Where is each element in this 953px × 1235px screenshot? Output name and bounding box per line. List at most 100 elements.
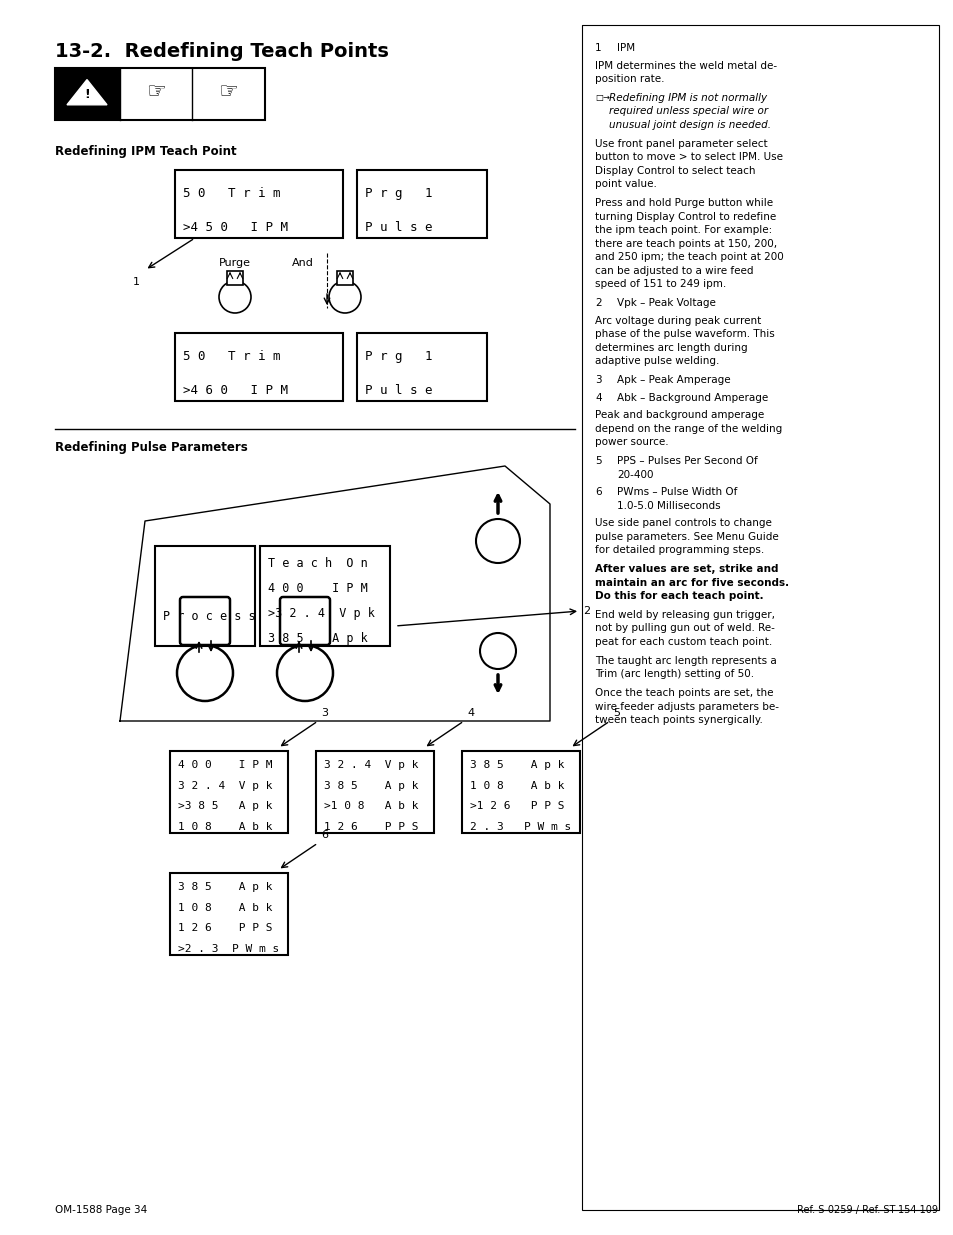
Text: Trim (arc length) setting of 50.: Trim (arc length) setting of 50. (595, 669, 753, 679)
Text: IPM determines the weld metal de-: IPM determines the weld metal de- (595, 61, 777, 70)
Text: Purge: Purge (219, 258, 251, 268)
Text: Press and hold Purge button while: Press and hold Purge button while (595, 199, 772, 209)
Text: position rate.: position rate. (595, 74, 664, 84)
Text: 1 2 6    P P S: 1 2 6 P P S (178, 924, 273, 934)
Text: 1: 1 (595, 43, 601, 53)
Text: PPS – Pulses Per Second Of: PPS – Pulses Per Second Of (617, 456, 757, 466)
Text: Vpk – Peak Voltage: Vpk – Peak Voltage (617, 298, 715, 309)
Text: P r g   1: P r g 1 (365, 351, 432, 363)
Text: >1 0 8   A b k: >1 0 8 A b k (324, 802, 418, 811)
Text: required unless special wire or: required unless special wire or (608, 106, 767, 116)
Text: point value.: point value. (595, 179, 657, 189)
Bar (174, 170, 343, 238)
Text: Use side panel controls to change: Use side panel controls to change (595, 519, 771, 529)
Bar (315, 751, 434, 832)
Polygon shape (67, 79, 107, 105)
Text: T e a c h  O n: T e a c h O n (268, 557, 367, 571)
Bar (170, 873, 288, 955)
Text: >4 6 0   I P M: >4 6 0 I P M (183, 384, 288, 398)
Text: P r g   1: P r g 1 (365, 188, 432, 200)
Text: >4 5 0   I P M: >4 5 0 I P M (183, 221, 288, 235)
Text: ☞: ☞ (146, 82, 166, 103)
Text: 1 0 8    A b k: 1 0 8 A b k (178, 821, 273, 832)
Text: 2 . 3   P W m s: 2 . 3 P W m s (470, 821, 571, 832)
Text: phase of the pulse waveform. This: phase of the pulse waveform. This (595, 330, 774, 340)
Text: 4 0 0    I P M: 4 0 0 I P M (268, 582, 367, 595)
Text: turning Display Control to redefine: turning Display Control to redefine (595, 211, 776, 222)
Text: OM-1588 Page 34: OM-1588 Page 34 (55, 1205, 147, 1215)
Text: 5 0   T r i m: 5 0 T r i m (183, 351, 280, 363)
Text: wire feeder adjusts parameters be-: wire feeder adjusts parameters be- (595, 701, 779, 711)
Text: 3 2 . 4  V p k: 3 2 . 4 V p k (324, 761, 418, 771)
Bar (154, 546, 254, 646)
Text: Use front panel parameter select: Use front panel parameter select (595, 138, 767, 149)
Text: End weld by releasing gun trigger,: End weld by releasing gun trigger, (595, 610, 774, 620)
Text: 20-400: 20-400 (617, 469, 653, 479)
Text: 3: 3 (595, 375, 601, 385)
Text: Peak and background amperage: Peak and background amperage (595, 410, 763, 420)
Bar (581, 25, 938, 1210)
Bar (356, 333, 486, 401)
Text: Redefining IPM Teach Point: Redefining IPM Teach Point (55, 144, 236, 158)
Text: 6: 6 (320, 830, 328, 840)
Text: Redefining IPM is not normally: Redefining IPM is not normally (608, 93, 766, 103)
Text: speed of 151 to 249 ipm.: speed of 151 to 249 ipm. (595, 279, 725, 289)
Text: 3: 3 (320, 708, 328, 718)
Text: □→: □→ (595, 93, 609, 103)
Text: And: And (292, 258, 314, 268)
Bar (336, 270, 353, 285)
Text: can be adjusted to a wire feed: can be adjusted to a wire feed (595, 266, 753, 275)
Text: 1 0 8    A b k: 1 0 8 A b k (178, 903, 273, 913)
Text: for detailed programming steps.: for detailed programming steps. (595, 545, 763, 556)
Text: 4: 4 (467, 708, 474, 718)
Text: Do this for each teach point.: Do this for each teach point. (595, 592, 762, 601)
Text: pulse parameters. See Menu Guide: pulse parameters. See Menu Guide (595, 532, 778, 542)
Bar (356, 170, 486, 238)
Text: tween teach points synergically.: tween teach points synergically. (595, 715, 762, 725)
Bar (55, 68, 265, 120)
Text: >2 . 3  P W m s: >2 . 3 P W m s (178, 944, 279, 953)
Text: peat for each custom teach point.: peat for each custom teach point. (595, 637, 771, 647)
Text: 6: 6 (595, 487, 601, 498)
Text: >3 8 5   A p k: >3 8 5 A p k (178, 802, 273, 811)
Text: Ref. S-0259 / Ref. ST-154 109: Ref. S-0259 / Ref. ST-154 109 (796, 1205, 937, 1215)
Bar (55, 68, 120, 120)
Text: P r o c e s s: P r o c e s s (163, 610, 255, 622)
Text: P u l s e: P u l s e (365, 384, 432, 398)
Bar (227, 270, 243, 285)
Text: 3 8 5    A p k: 3 8 5 A p k (324, 781, 418, 790)
Text: Arc voltage during peak current: Arc voltage during peak current (595, 316, 760, 326)
FancyBboxPatch shape (280, 597, 330, 645)
Bar (170, 751, 288, 832)
Text: 2: 2 (582, 606, 590, 616)
Text: 1 2 6    P P S: 1 2 6 P P S (324, 821, 418, 832)
Text: depend on the range of the welding: depend on the range of the welding (595, 424, 781, 433)
Text: 5: 5 (595, 456, 601, 466)
Text: Apk – Peak Amperage: Apk – Peak Amperage (617, 375, 730, 385)
Text: there are teach points at 150, 200,: there are teach points at 150, 200, (595, 238, 777, 248)
Bar (260, 546, 390, 646)
Text: 4 0 0    I P M: 4 0 0 I P M (178, 761, 273, 771)
Text: !: ! (84, 89, 90, 101)
Text: unusual joint design is needed.: unusual joint design is needed. (608, 120, 770, 130)
Text: 3 8 5    A p k: 3 8 5 A p k (268, 632, 367, 645)
Text: 1: 1 (132, 277, 140, 287)
Text: 2: 2 (595, 298, 601, 309)
Text: >3 2 . 4  V p k: >3 2 . 4 V p k (268, 606, 375, 620)
Text: 5: 5 (613, 708, 619, 718)
Text: Display Control to select teach: Display Control to select teach (595, 165, 755, 175)
Text: 4: 4 (595, 393, 601, 403)
Text: 3 8 5    A p k: 3 8 5 A p k (178, 882, 273, 893)
Text: not by pulling gun out of weld. Re-: not by pulling gun out of weld. Re- (595, 624, 774, 634)
Text: Redefining Pulse Parameters: Redefining Pulse Parameters (55, 441, 248, 454)
Text: and 250 ipm; the teach point at 200: and 250 ipm; the teach point at 200 (595, 252, 783, 262)
Text: 1.0-5.0 Milliseconds: 1.0-5.0 Milliseconds (617, 500, 720, 510)
Text: adaptive pulse welding.: adaptive pulse welding. (595, 356, 719, 367)
Text: ☞: ☞ (218, 82, 237, 103)
Text: PWms – Pulse Width Of: PWms – Pulse Width Of (617, 487, 737, 498)
Text: After values are set, strike and: After values are set, strike and (595, 564, 778, 574)
FancyBboxPatch shape (180, 597, 230, 645)
Text: Once the teach points are set, the: Once the teach points are set, the (595, 688, 773, 698)
Text: 1 0 8    A b k: 1 0 8 A b k (470, 781, 564, 790)
Text: button to move > to select IPM. Use: button to move > to select IPM. Use (595, 152, 782, 162)
